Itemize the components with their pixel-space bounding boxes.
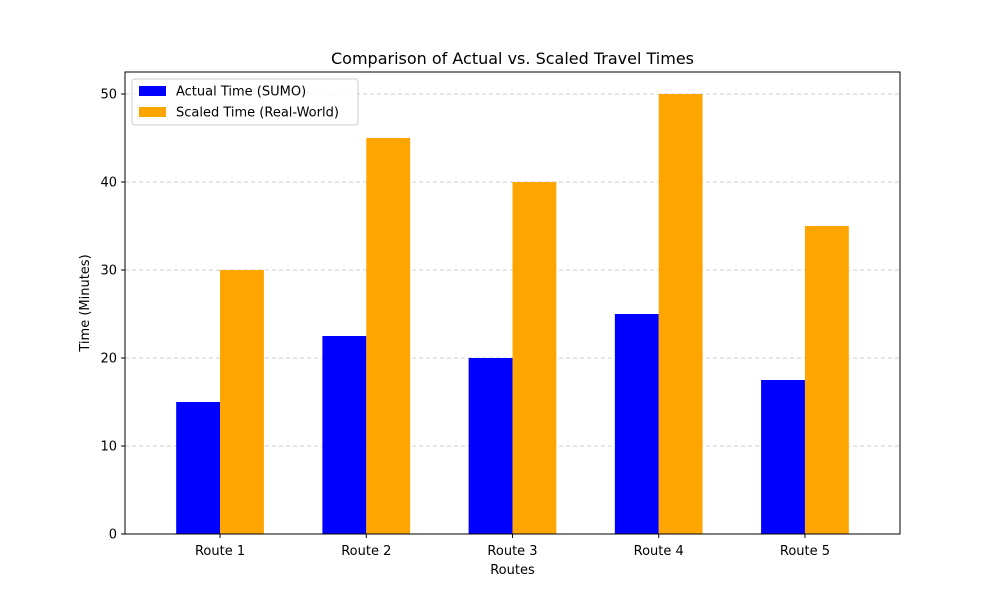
x-axis: Route 1 Route 2 Route 3 Route 4 Route 5 [195,534,830,559]
x-tick-label: Route 5 [780,544,830,559]
y-tick-label: 50 [100,88,117,103]
bar-actual-time [322,336,367,534]
y-tick-label: 0 [109,528,117,543]
x-axis-label: Routes [490,563,535,578]
y-axis-label: Time (Minutes) [78,254,93,352]
legend-swatch-scaled [139,107,166,117]
y-tick-label: 40 [100,176,117,191]
x-tick-label: Route 4 [634,544,684,559]
legend-label-scaled: Scaled Time (Real-World) [176,106,339,121]
legend-box [131,78,359,126]
bar-scaled-time [512,182,557,534]
chart-title: Comparison of Actual vs. Scaled Travel T… [331,49,694,68]
legend-label-actual: Actual Time (SUMO) [176,85,306,100]
bar-actual-time [761,380,805,534]
bar-scaled-time [804,226,849,534]
x-tick-label: Route 2 [341,544,391,559]
bar-scaled-time [220,270,264,534]
x-tick-label: Route 3 [487,544,537,559]
bar-scaled-time [658,94,703,534]
bar-actual-time [176,402,221,534]
x-tick-label: Route 1 [195,544,245,559]
bar-actual-time [468,358,513,534]
y-axis: 0 10 20 30 40 50 [100,88,125,543]
bar-scaled-time [366,138,411,534]
bars [176,94,849,534]
legend-swatch-actual [139,86,166,96]
y-tick-label: 20 [100,352,117,367]
y-tick-label: 10 [100,440,117,455]
y-tick-label: 30 [100,264,117,279]
bar-actual-time [614,314,659,534]
legend: Actual Time (SUMO) Scaled Time (Real-Wor… [131,78,359,126]
